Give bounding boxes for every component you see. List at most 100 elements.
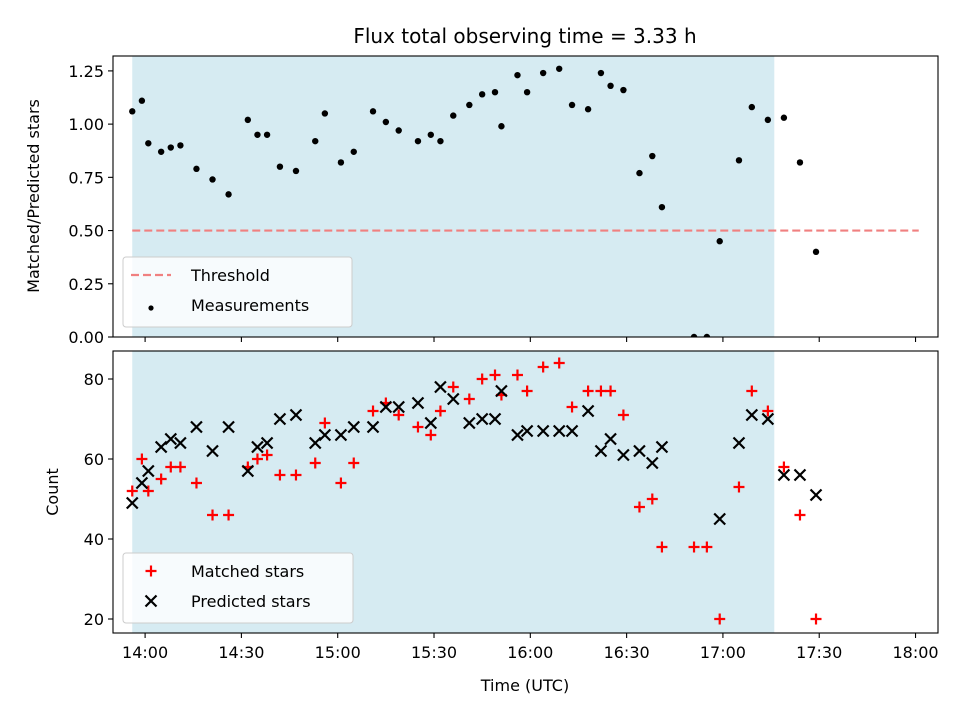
predicted-star-point [581,404,595,418]
matched-star-point [521,385,533,397]
predicted-star-point [174,436,187,450]
measurement-point [244,116,252,124]
predicted-star-point [379,400,393,414]
matched-star-point [393,409,405,421]
y-tick-label: 0.75 [68,168,104,187]
matched-star-point [656,541,668,553]
measurement-point [466,101,473,109]
predicted-star-point [289,408,303,422]
measurement-point [369,108,377,115]
measurement-point [716,238,723,245]
matched-star-point [762,405,774,417]
legend-box [122,256,353,328]
predicted-star-point [536,424,550,438]
legend-measurement-swatch [148,305,154,311]
measurement-point [514,71,521,79]
x-tick-label: 15:30 [411,643,457,662]
matched-star-point [174,461,186,473]
matched-star-point [566,401,578,413]
matched-star-point [553,357,565,369]
matched-star-point [714,613,726,625]
measurement-point [450,112,457,119]
x-tick-label: 16:30 [604,643,650,662]
measurement-point [748,103,756,111]
matched-star-point [489,369,501,381]
y-tick-label: 1.25 [68,62,104,81]
matched-star-point [537,361,549,373]
y-tick-label: 60 [84,450,104,469]
measurement-point [649,152,656,160]
legend: Threshold Measurements [122,256,353,328]
matched-star-point [582,385,594,397]
plot-area [129,65,919,337]
matched-star-point [447,381,459,393]
measurement-point [703,333,711,337]
predicted-star-point [732,436,746,450]
matched-star-point [155,473,167,485]
predicted-star-point [646,456,659,470]
measurement-point [129,108,136,115]
predicted-star-point [475,412,489,426]
measurement-point [556,65,563,72]
measurement-point [636,169,643,177]
matched-star-point [319,417,331,429]
predicted-star-point [241,464,255,478]
predicted-star-point [347,420,361,434]
matched-star-point [142,485,154,497]
measurement-point [539,69,547,77]
measurement-point [523,88,531,96]
y-axis-label-top: Matched/Predicted stars [24,99,43,293]
legend-box [122,552,354,624]
top-panel: 0.00 0.25 0.50 0.75 1.00 1.25 Threshold Measure… [68,55,939,347]
matched-star-point [688,541,700,553]
predicted-star-point [488,412,502,426]
measurement-point [437,137,444,145]
matched-star-point [251,453,263,465]
predicted-star-point [713,512,726,526]
measurement-point [620,86,627,94]
predicted-star-point [135,476,149,490]
matched-star-point [733,481,745,493]
plot-area [125,357,823,625]
x-tick-label: 17:30 [796,643,842,662]
matched-star-point [778,461,790,473]
measurement-point [498,123,505,130]
legend-matched-swatch [145,565,157,577]
predicted-star-point [164,432,178,446]
predicted-star-point [520,424,534,438]
predicted-star-point [655,440,669,454]
predicted-star-point [511,428,524,442]
y-tick-label: 0.00 [68,328,104,347]
predicted-star-point [366,420,380,434]
measurement-point [427,131,435,138]
predicted-star-point [495,384,508,398]
measurement-point [796,159,804,166]
measurement-point [225,191,232,198]
matched-star-point [348,457,360,469]
predicted-star-point [446,392,460,406]
predicted-star-point [793,468,807,482]
measurement-point [597,69,605,77]
matched-star-point [290,469,302,481]
matched-star-point [605,385,617,397]
matched-star-point [646,493,658,505]
predicted-star-point [565,424,579,438]
measurement-point [292,167,300,175]
matched-star-point [207,509,219,521]
measurement-point [209,176,216,183]
measurement-point [478,91,486,98]
matched-star-point [434,405,446,417]
predicted-star-point [334,428,348,442]
matched-star-point [595,385,607,397]
y-tick-label: 1.00 [68,115,104,134]
y-tick-label: 20 [84,610,104,629]
matched-star-point [476,373,488,385]
matched-star-point [701,541,713,553]
x-tick-label: 14:00 [122,643,168,662]
predicted-star-point [318,428,332,442]
matched-star-point [190,477,202,489]
predicted-star-point [777,468,791,482]
measurement-point [312,137,319,145]
predicted-star-point [273,412,287,426]
